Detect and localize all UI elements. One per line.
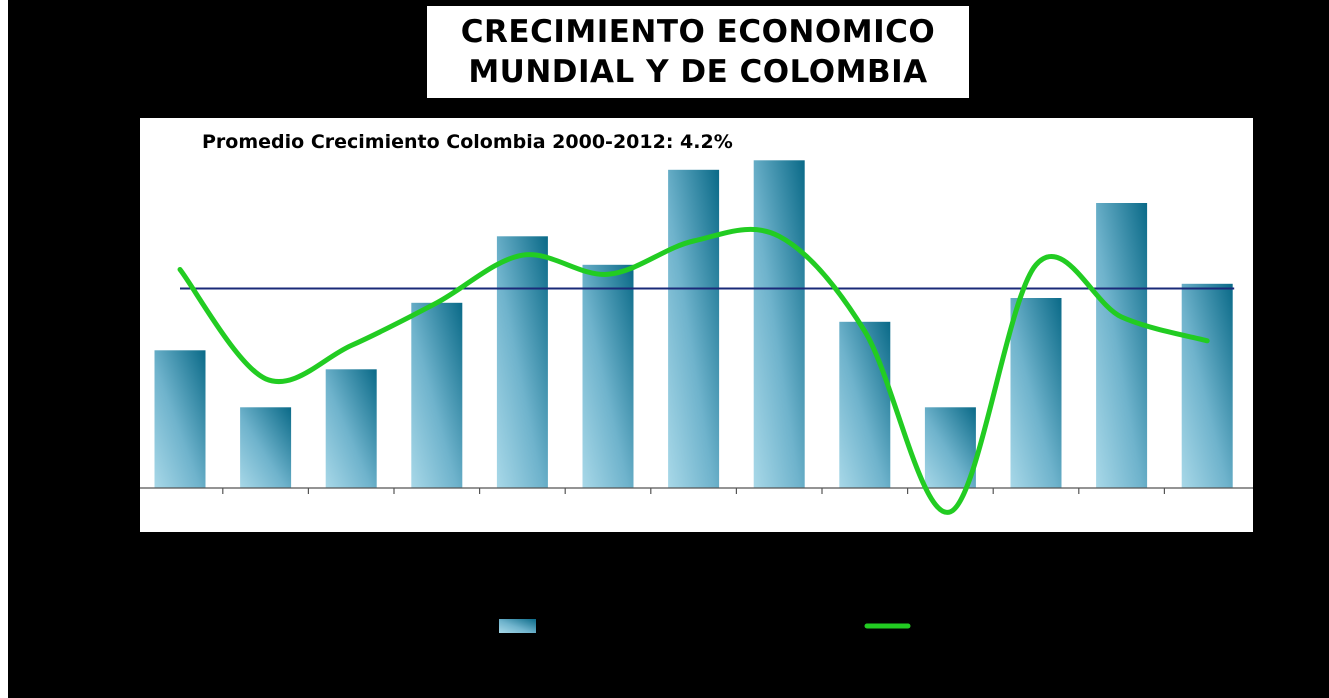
average-annotation: Promedio Crecimiento Colombia 2000-2012:… <box>202 131 733 153</box>
bar-11 <box>1010 298 1062 488</box>
bar-8 <box>753 160 805 489</box>
bar-13 <box>1181 283 1233 489</box>
legend-bar-swatch <box>499 619 536 633</box>
bar-12 <box>1096 203 1148 488</box>
bar-4 <box>411 302 463 489</box>
bar-6 <box>582 264 634 489</box>
bar-7 <box>668 169 720 489</box>
bar-2 <box>240 407 292 489</box>
left-edge-strip <box>0 0 8 698</box>
bar-1 <box>154 350 206 489</box>
bar-3 <box>325 369 377 489</box>
title-line-1: CRECIMIENTO ECONOMICO <box>460 14 936 50</box>
bar-10 <box>924 407 976 489</box>
bar-9 <box>839 321 891 489</box>
bar-5 <box>496 236 548 489</box>
slide-title: CRECIMIENTO ECONOMICO MUNDIAL Y DE COLOM… <box>427 6 969 98</box>
growth-line <box>177 226 1210 515</box>
title-line-2: MUNDIAL Y DE COLOMBIA <box>468 54 928 90</box>
